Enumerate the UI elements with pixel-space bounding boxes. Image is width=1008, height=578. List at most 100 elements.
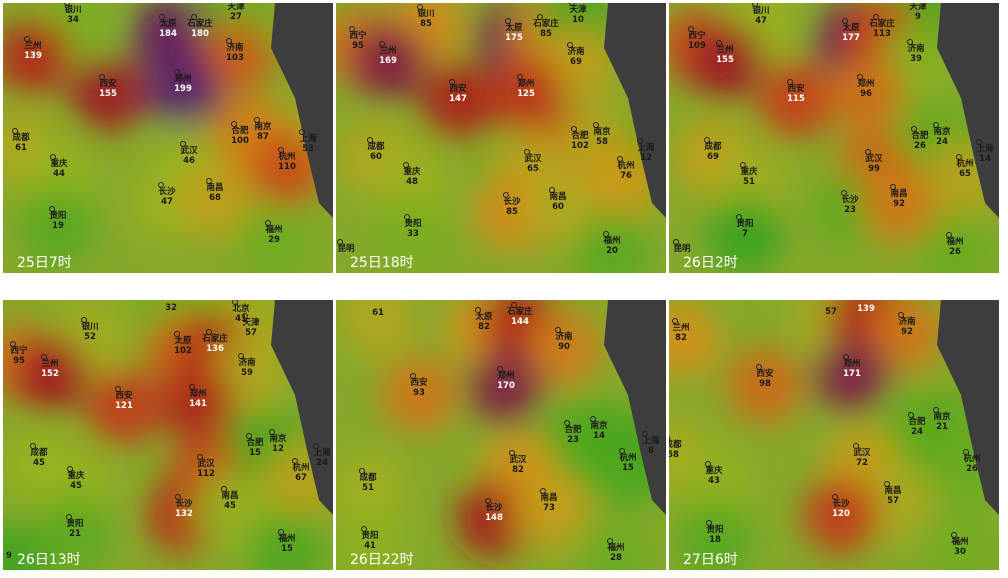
- city-name: 南京: [933, 126, 951, 137]
- city-marker: [911, 126, 917, 132]
- timestamp: 25日7时: [17, 255, 72, 271]
- heat-blob: [468, 349, 544, 425]
- city-value: 23: [844, 205, 856, 215]
- city-name: 福州: [264, 224, 282, 235]
- heat-blob: [420, 62, 496, 138]
- city-value: 57: [887, 496, 899, 506]
- city-value: 21: [936, 422, 948, 432]
- city-name: 石家庄: [532, 18, 559, 29]
- heat-blob: [249, 512, 325, 570]
- city-marker: [189, 384, 195, 390]
- city-value: 45: [70, 481, 82, 491]
- heat-blob: [249, 130, 325, 206]
- city-value: 45: [33, 458, 45, 468]
- city-name: 福州: [950, 536, 968, 547]
- city-name: 南昌: [890, 188, 907, 199]
- city-value: 69: [570, 57, 582, 67]
- heat-blob: [869, 300, 945, 371]
- timestamp: 26日13时: [17, 552, 81, 568]
- city-name: 南昌: [549, 191, 566, 202]
- city-name: 西安: [449, 83, 467, 94]
- city-name: 合肥: [570, 130, 589, 141]
- city-value: 33: [407, 229, 419, 239]
- city-name: 长沙: [485, 502, 503, 513]
- city-marker: [485, 498, 491, 504]
- city-name: 天津: [227, 1, 245, 12]
- city-value: 26: [949, 247, 961, 257]
- sea: [604, 3, 666, 218]
- city-value: 43: [708, 476, 720, 486]
- city-marker: [66, 514, 72, 520]
- city-marker: [64, 3, 70, 6]
- city-marker: [567, 42, 573, 48]
- city-value: 57: [245, 328, 257, 338]
- city-name: 长沙: [158, 186, 176, 197]
- city-name: 南京: [933, 411, 951, 422]
- city-value: 85: [420, 19, 432, 29]
- city-marker: [571, 126, 577, 132]
- city-name: 北京: [232, 303, 250, 314]
- heat-blob: [922, 515, 998, 570]
- city-value: 68: [209, 193, 221, 203]
- city-marker: [910, 0, 915, 3]
- city-marker: [705, 461, 711, 467]
- city-value: 175: [505, 33, 523, 43]
- city-name: 南昌: [540, 492, 557, 503]
- city-marker: [540, 488, 546, 494]
- city-name: 贵阳: [66, 518, 83, 529]
- city-name: 长沙: [503, 196, 521, 207]
- city-marker: [898, 312, 904, 318]
- city-marker: [716, 40, 722, 46]
- city-value: 147: [449, 94, 467, 104]
- heat-blob: [758, 62, 834, 138]
- city-marker: [246, 433, 252, 439]
- city-value: 110: [278, 162, 296, 172]
- heat-blob: [814, 337, 890, 413]
- city-name: 银川: [63, 4, 81, 15]
- city-value: 58: [596, 137, 608, 147]
- city-value: 95: [352, 41, 364, 51]
- city-name: 福州: [606, 542, 624, 553]
- city-name: 银川: [751, 5, 769, 16]
- heat-blob: [177, 161, 253, 237]
- city-value: 61: [372, 308, 384, 318]
- city-value: 10: [572, 15, 584, 25]
- city-value: 51: [362, 483, 374, 493]
- city-name: 西宁: [688, 30, 706, 41]
- city-marker: [12, 128, 18, 134]
- city-name: 郑州: [857, 78, 874, 89]
- city-name: 石家庄: [868, 18, 895, 29]
- city-value: 14: [593, 431, 605, 441]
- city-value: 26: [914, 141, 926, 151]
- city-value: 180: [191, 29, 209, 39]
- city-value: 98: [759, 379, 771, 389]
- city-name: 上海: [976, 143, 994, 154]
- city-value: 96: [860, 89, 872, 99]
- city-marker: [505, 18, 511, 24]
- heat-blob: [336, 509, 408, 570]
- sea: [937, 3, 999, 218]
- heat-blob: [236, 203, 312, 273]
- city-marker: [669, 435, 670, 441]
- heat-blob: [488, 57, 564, 133]
- city-value: 82: [478, 322, 490, 332]
- city-name: 成都: [359, 472, 377, 483]
- city-marker: [349, 26, 355, 32]
- timestamp: 25日18时: [350, 255, 414, 271]
- city-value: 44: [53, 169, 65, 179]
- city-name: 济南: [898, 316, 916, 327]
- heat-blob: [578, 521, 654, 570]
- city-marker: [706, 520, 712, 526]
- city-value: 61: [15, 143, 27, 153]
- city-value: 93: [413, 388, 425, 398]
- city-marker: [642, 431, 648, 437]
- city-marker: [908, 412, 914, 418]
- city-name: 太原: [158, 18, 177, 29]
- city-value: 100: [231, 136, 249, 146]
- city-marker: [884, 481, 890, 487]
- city-value: 112: [197, 469, 215, 479]
